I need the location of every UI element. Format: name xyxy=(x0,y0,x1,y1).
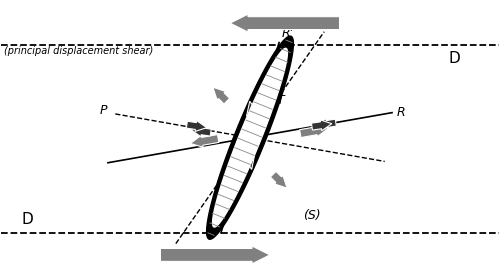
FancyArrow shape xyxy=(190,134,219,147)
FancyArrow shape xyxy=(191,126,212,137)
Text: R': R' xyxy=(282,26,294,40)
Text: P: P xyxy=(100,104,108,117)
Polygon shape xyxy=(212,48,288,227)
Text: D: D xyxy=(449,52,460,66)
Text: T: T xyxy=(276,94,284,107)
FancyArrow shape xyxy=(230,14,340,32)
FancyArrow shape xyxy=(312,120,332,131)
FancyArrow shape xyxy=(246,101,258,128)
Text: D: D xyxy=(21,212,33,227)
FancyArrow shape xyxy=(316,119,336,129)
FancyArrow shape xyxy=(213,87,230,104)
FancyArrow shape xyxy=(160,246,270,264)
Text: (S): (S) xyxy=(303,208,321,222)
FancyArrow shape xyxy=(270,171,287,188)
Text: R: R xyxy=(397,106,406,119)
FancyArrow shape xyxy=(300,125,328,137)
FancyArrow shape xyxy=(243,145,254,170)
Text: (principal displacement shear): (principal displacement shear) xyxy=(4,46,154,56)
FancyArrow shape xyxy=(186,121,207,131)
Polygon shape xyxy=(206,36,294,239)
